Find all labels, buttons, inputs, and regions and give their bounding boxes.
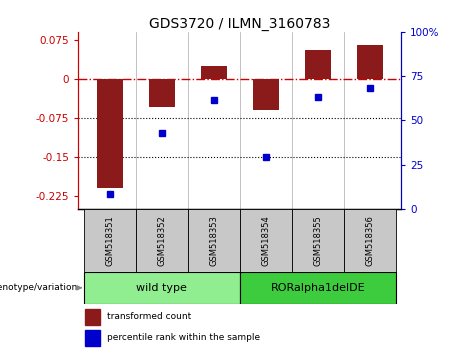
Bar: [83, 209, 136, 272]
Bar: [305, 50, 331, 79]
Bar: [201, 66, 227, 79]
Bar: [357, 45, 383, 79]
Text: GSM518355: GSM518355: [313, 215, 322, 266]
Bar: [136, 209, 188, 272]
Text: genotype/variation: genotype/variation: [0, 283, 77, 292]
Bar: [344, 209, 396, 272]
Bar: [253, 79, 279, 110]
Text: GSM518352: GSM518352: [157, 215, 166, 266]
Bar: [240, 272, 396, 304]
Text: GSM518351: GSM518351: [105, 215, 114, 266]
Bar: [148, 79, 175, 107]
Bar: [85, 309, 100, 325]
Bar: [97, 79, 123, 188]
Bar: [188, 209, 240, 272]
Bar: [240, 209, 292, 272]
Text: percentile rank within the sample: percentile rank within the sample: [107, 333, 260, 342]
Text: RORalpha1delDE: RORalpha1delDE: [271, 283, 365, 293]
Text: GSM518354: GSM518354: [261, 215, 270, 266]
Title: GDS3720 / ILMN_3160783: GDS3720 / ILMN_3160783: [149, 17, 331, 31]
Text: GSM518353: GSM518353: [209, 215, 218, 266]
Text: GSM518356: GSM518356: [365, 215, 374, 266]
Text: transformed count: transformed count: [107, 313, 191, 321]
Text: wild type: wild type: [136, 283, 187, 293]
Bar: [292, 209, 344, 272]
Bar: [85, 330, 100, 346]
Bar: [83, 272, 240, 304]
